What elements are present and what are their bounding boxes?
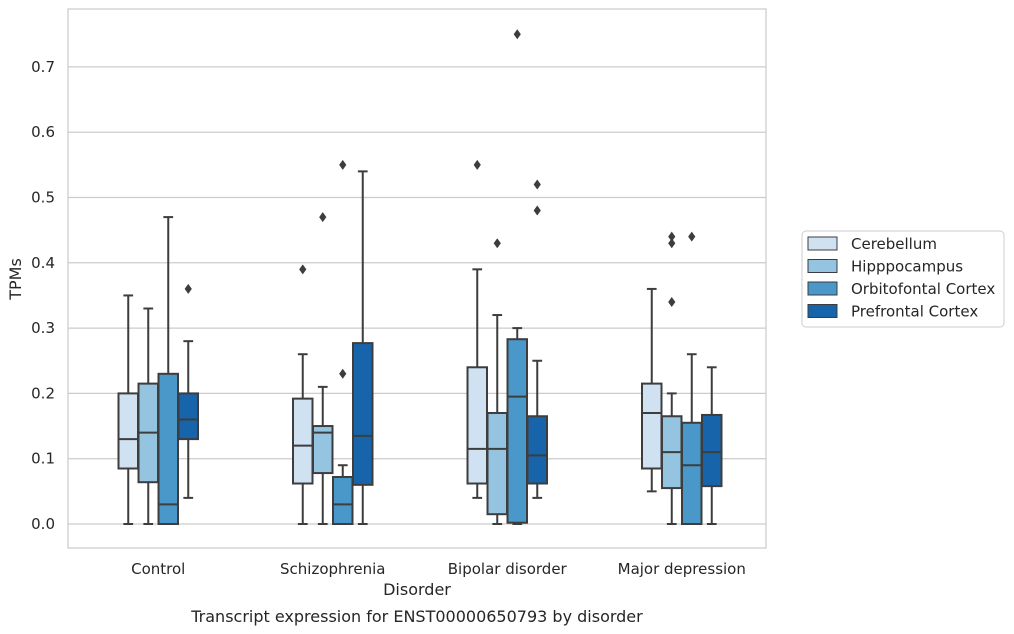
outlier-marker	[473, 159, 481, 170]
x-tick-labels: Control Schizophrenia Bipolar disorder Majo…	[131, 560, 746, 578]
outlier-marker	[493, 238, 501, 249]
legend-label: Prefrontal Cortex	[851, 303, 978, 321]
legend: Cerebellum Hipppocampus Orbitofontal Corte…	[801, 230, 1005, 328]
y-tick-label: 0.0	[31, 515, 55, 533]
box	[177, 392, 199, 441]
legend-label: Cerebellum	[851, 235, 937, 253]
plot-frame	[67, 8, 767, 549]
outlier-marker	[184, 283, 192, 294]
outlier-marker	[533, 179, 541, 190]
x-tick-label: Major depression	[618, 560, 746, 578]
x-tick-label: Bipolar disorder	[448, 560, 568, 578]
box	[681, 421, 703, 525]
outlier-marker	[533, 205, 541, 216]
y-tick-label: 0.3	[31, 319, 55, 337]
box	[312, 425, 334, 475]
legend-label: Hipppocampus	[851, 258, 963, 276]
x-tick-label: Schizophrenia	[280, 560, 385, 578]
box	[506, 338, 528, 524]
box	[486, 411, 508, 516]
outlier-marker	[668, 238, 676, 249]
y-tick-label: 0.2	[31, 384, 55, 402]
y-tick-labels: 0.0 0.1 0.2 0.3 0.4 0.5 0.6 0.7	[31, 58, 55, 533]
outlier-marker	[668, 296, 676, 307]
box	[117, 392, 139, 470]
y-axis-label: TPMs	[6, 258, 25, 301]
outlier-marker	[319, 212, 327, 223]
y-tick-label: 0.1	[31, 450, 55, 468]
box	[466, 366, 488, 485]
box	[701, 413, 723, 488]
outlier-marker	[513, 29, 521, 40]
legend-frame	[801, 230, 1005, 328]
boxes	[117, 29, 723, 526]
y-tick-label: 0.6	[31, 123, 55, 141]
legend-swatch	[807, 304, 838, 318]
x-tick-label: Control	[131, 560, 185, 578]
box	[526, 415, 548, 485]
x-axis-label: Disorder	[383, 580, 451, 599]
box	[157, 372, 179, 525]
outlier-marker	[299, 264, 307, 275]
box	[292, 397, 314, 485]
outlier-marker	[339, 159, 347, 170]
box	[332, 475, 354, 526]
y-tick-label: 0.7	[31, 58, 55, 76]
box	[352, 342, 374, 486]
outlier-marker	[668, 231, 676, 242]
y-tick-label: 0.5	[31, 189, 55, 207]
legend-label: Orbitofontal Cortex	[851, 280, 995, 298]
outlier-marker	[339, 368, 347, 379]
y-tick-label: 0.4	[31, 254, 55, 272]
box	[641, 382, 663, 470]
legend-swatch	[807, 281, 838, 296]
chart-caption: Transcript expression for ENST0000065079…	[190, 607, 643, 626]
legend-swatch	[807, 236, 838, 251]
outlier-marker	[688, 231, 696, 242]
legend-swatch	[807, 259, 838, 273]
